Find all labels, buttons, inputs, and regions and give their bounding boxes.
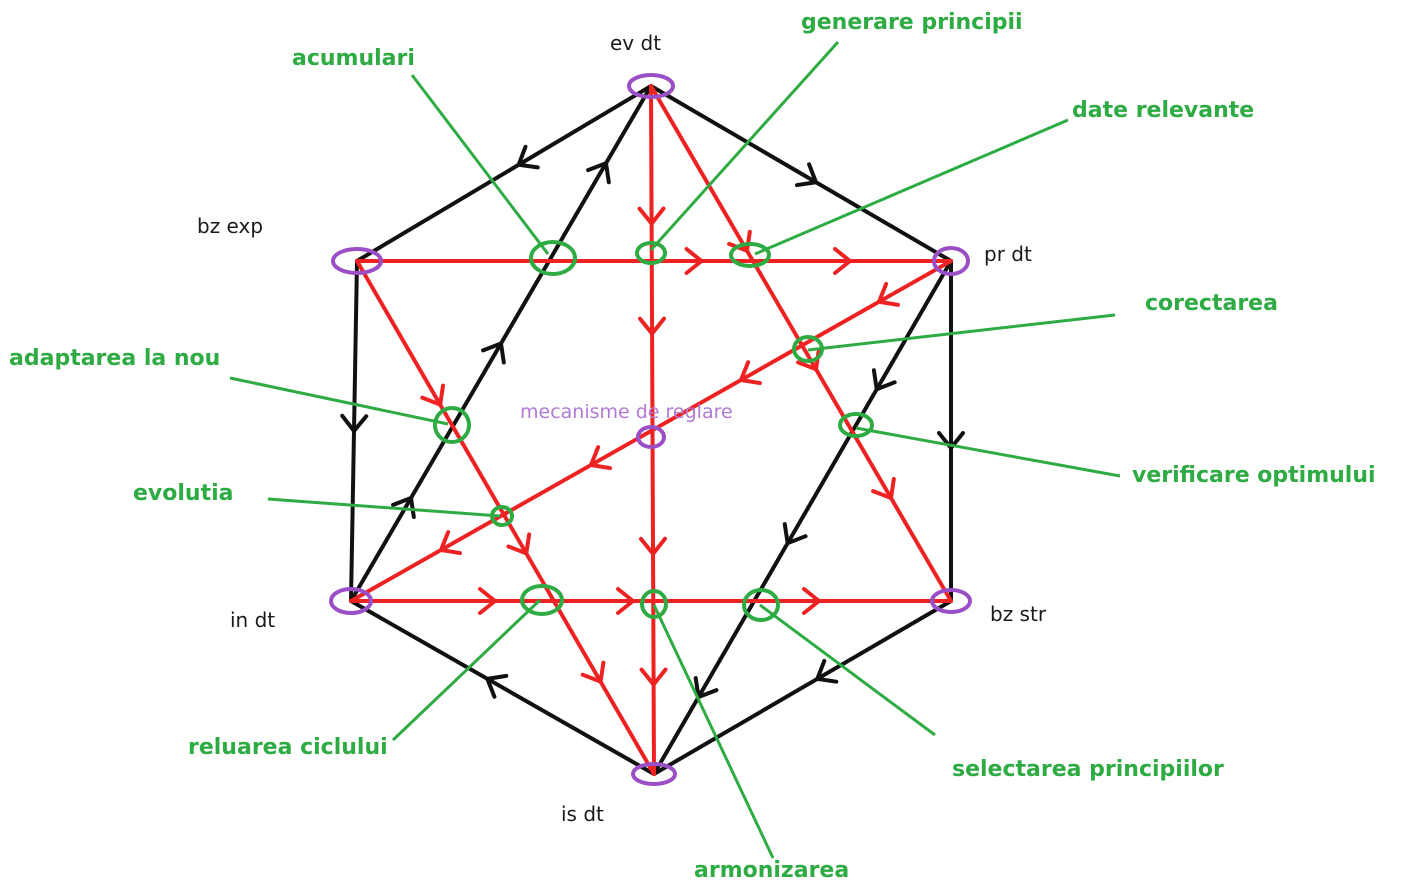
ring-evolutia xyxy=(490,505,514,527)
edge-ev-dt-to-is-dt-arrow-3 xyxy=(638,536,667,556)
edge-ev-dt-to-pr-dt xyxy=(649,84,953,263)
node-ring-center xyxy=(636,425,666,449)
annotation-reluarea-ciclului: reluarea ciclului xyxy=(188,735,388,760)
edge-in-dt-to-ev-dt-arrow-3 xyxy=(586,161,611,185)
edge-bz-exp-to-pr-dt-arrow-2 xyxy=(833,247,853,275)
annotation-adaptarea-la-nou: adaptarea la nou xyxy=(9,346,221,371)
leader-corectarea xyxy=(807,313,1116,352)
edge-in-dt-to-bz-str-arrow-3 xyxy=(802,587,821,615)
edge-ev-dt-to-is-dt-arrow-4 xyxy=(639,667,668,687)
node-ring-pr-dt xyxy=(932,246,970,276)
leader-adaptarea-la-nou xyxy=(229,376,449,426)
edge-bz-exp-to-in-dt-arrow-1 xyxy=(340,413,369,433)
annotation-date-relevante: date relevante xyxy=(1072,98,1255,123)
ring-generare-principii xyxy=(635,241,667,265)
leader-acumulari xyxy=(410,74,550,255)
edge-ev-dt-to-is-dt-arrow-1 xyxy=(637,206,666,226)
ring-verificare-optimului xyxy=(838,412,874,438)
node-ring-bz-exp xyxy=(331,247,383,275)
ring-acumulari xyxy=(529,240,577,276)
leader-reluarea-ciclului xyxy=(391,598,542,742)
edge-pr-dt-to-in-dt-arrow-1 xyxy=(877,281,900,307)
leader-armonizarea xyxy=(652,604,775,859)
edge-is-dt-to-in-dt-arrow-1 xyxy=(485,673,509,699)
black-edges xyxy=(340,84,965,776)
annotation-selectarea-principiilor: selectarea principiilor xyxy=(952,757,1224,782)
edge-pr-dt-to-in-dt-arrow-4 xyxy=(439,530,462,556)
node-label-bz-exp: bz exp xyxy=(197,214,264,238)
node-label-is-dt: is dt xyxy=(561,802,604,826)
edge-ev-dt-to-bz-str xyxy=(649,84,953,603)
ring-corectarea xyxy=(792,335,824,363)
edge-ev-dt-to-is-dt-arrow-2 xyxy=(638,316,667,336)
edge-bz-str-to-is-dt-arrow-1 xyxy=(815,658,839,684)
ring-adaptarea-la-nou xyxy=(433,406,471,444)
leader-generare-principii xyxy=(649,40,840,252)
edge-ev-dt-to-bz-str-arrow-3 xyxy=(871,476,896,500)
node-ring-in-dt xyxy=(329,587,373,615)
edge-in-dt-to-bz-str-arrow-2 xyxy=(616,587,635,615)
leader-selectarea-principiilor xyxy=(759,603,936,737)
node-label-in-dt: in dt xyxy=(230,608,276,632)
edge-ev-dt-to-bz-exp-arrow-1 xyxy=(516,144,540,170)
annotation-evolutia: evolutia xyxy=(133,481,234,506)
ring-date-relevante xyxy=(729,242,771,268)
ring-selectarea-principiilor xyxy=(742,588,780,622)
node-rings xyxy=(329,73,972,786)
edge-pr-dt-to-is-dt-arrow-2 xyxy=(782,522,808,546)
annotation-generare-principii: generare principii xyxy=(801,10,1023,35)
annotation-rings xyxy=(433,240,874,622)
leader-date-relevante xyxy=(754,118,1069,256)
edge-pr-dt-to-is-dt xyxy=(652,259,953,776)
edge-pr-dt-to-in-dt-arrow-2 xyxy=(739,360,762,386)
edge-bz-exp-to-is-dt-arrow-1 xyxy=(420,383,446,407)
edge-is-dt-to-in-dt xyxy=(349,599,656,776)
node-label-bz-str: bz str xyxy=(990,602,1047,626)
annotation-armonizarea: armonizarea xyxy=(694,858,850,883)
edge-ev-dt-to-bz-exp xyxy=(355,84,653,263)
ring-armonizarea xyxy=(640,589,668,619)
annotation-verificare-optimului: verificare optimului xyxy=(1132,463,1376,488)
annotation-leaders xyxy=(229,40,1121,859)
node-ring-ev-dt xyxy=(627,73,675,99)
node-label-ev-dt: ev dt xyxy=(610,31,662,55)
leader-verificare-optimului xyxy=(855,426,1121,478)
edge-bz-exp-to-is-dt xyxy=(355,259,656,776)
edge-in-dt-to-bz-str-arrow-1 xyxy=(478,587,497,615)
node-label-pr-dt: pr dt xyxy=(984,242,1032,266)
edge-bz-exp-to-is-dt-arrow-3 xyxy=(580,660,606,684)
node-ring-is-dt xyxy=(631,762,677,786)
red-edges xyxy=(349,84,953,776)
center-label: mecanisme de reglare xyxy=(520,401,733,423)
ring-reluarea-ciclului xyxy=(520,584,564,616)
node-ring-bz-str xyxy=(930,588,972,614)
edge-bz-exp-to-is-dt-arrow-2 xyxy=(506,532,532,556)
annotation-corectarea: corectarea xyxy=(1145,291,1278,316)
edge-ev-dt-to-pr-dt-arrow-1 xyxy=(794,162,818,188)
edge-pr-dt-to-in-dt xyxy=(349,259,953,603)
edge-pr-dt-to-bz-str-arrow-1 xyxy=(937,431,965,450)
edge-in-dt-to-ev-dt-arrow-2 xyxy=(481,341,506,365)
annotation-acumulari: acumulari xyxy=(292,46,415,71)
edge-pr-dt-to-in-dt-arrow-3 xyxy=(589,445,612,471)
leader-evolutia xyxy=(267,497,501,518)
edge-bz-str-to-is-dt xyxy=(652,599,953,776)
edge-pr-dt-to-is-dt-arrow-1 xyxy=(871,368,897,392)
edge-bz-exp-to-pr-dt-arrow-1 xyxy=(684,247,704,275)
